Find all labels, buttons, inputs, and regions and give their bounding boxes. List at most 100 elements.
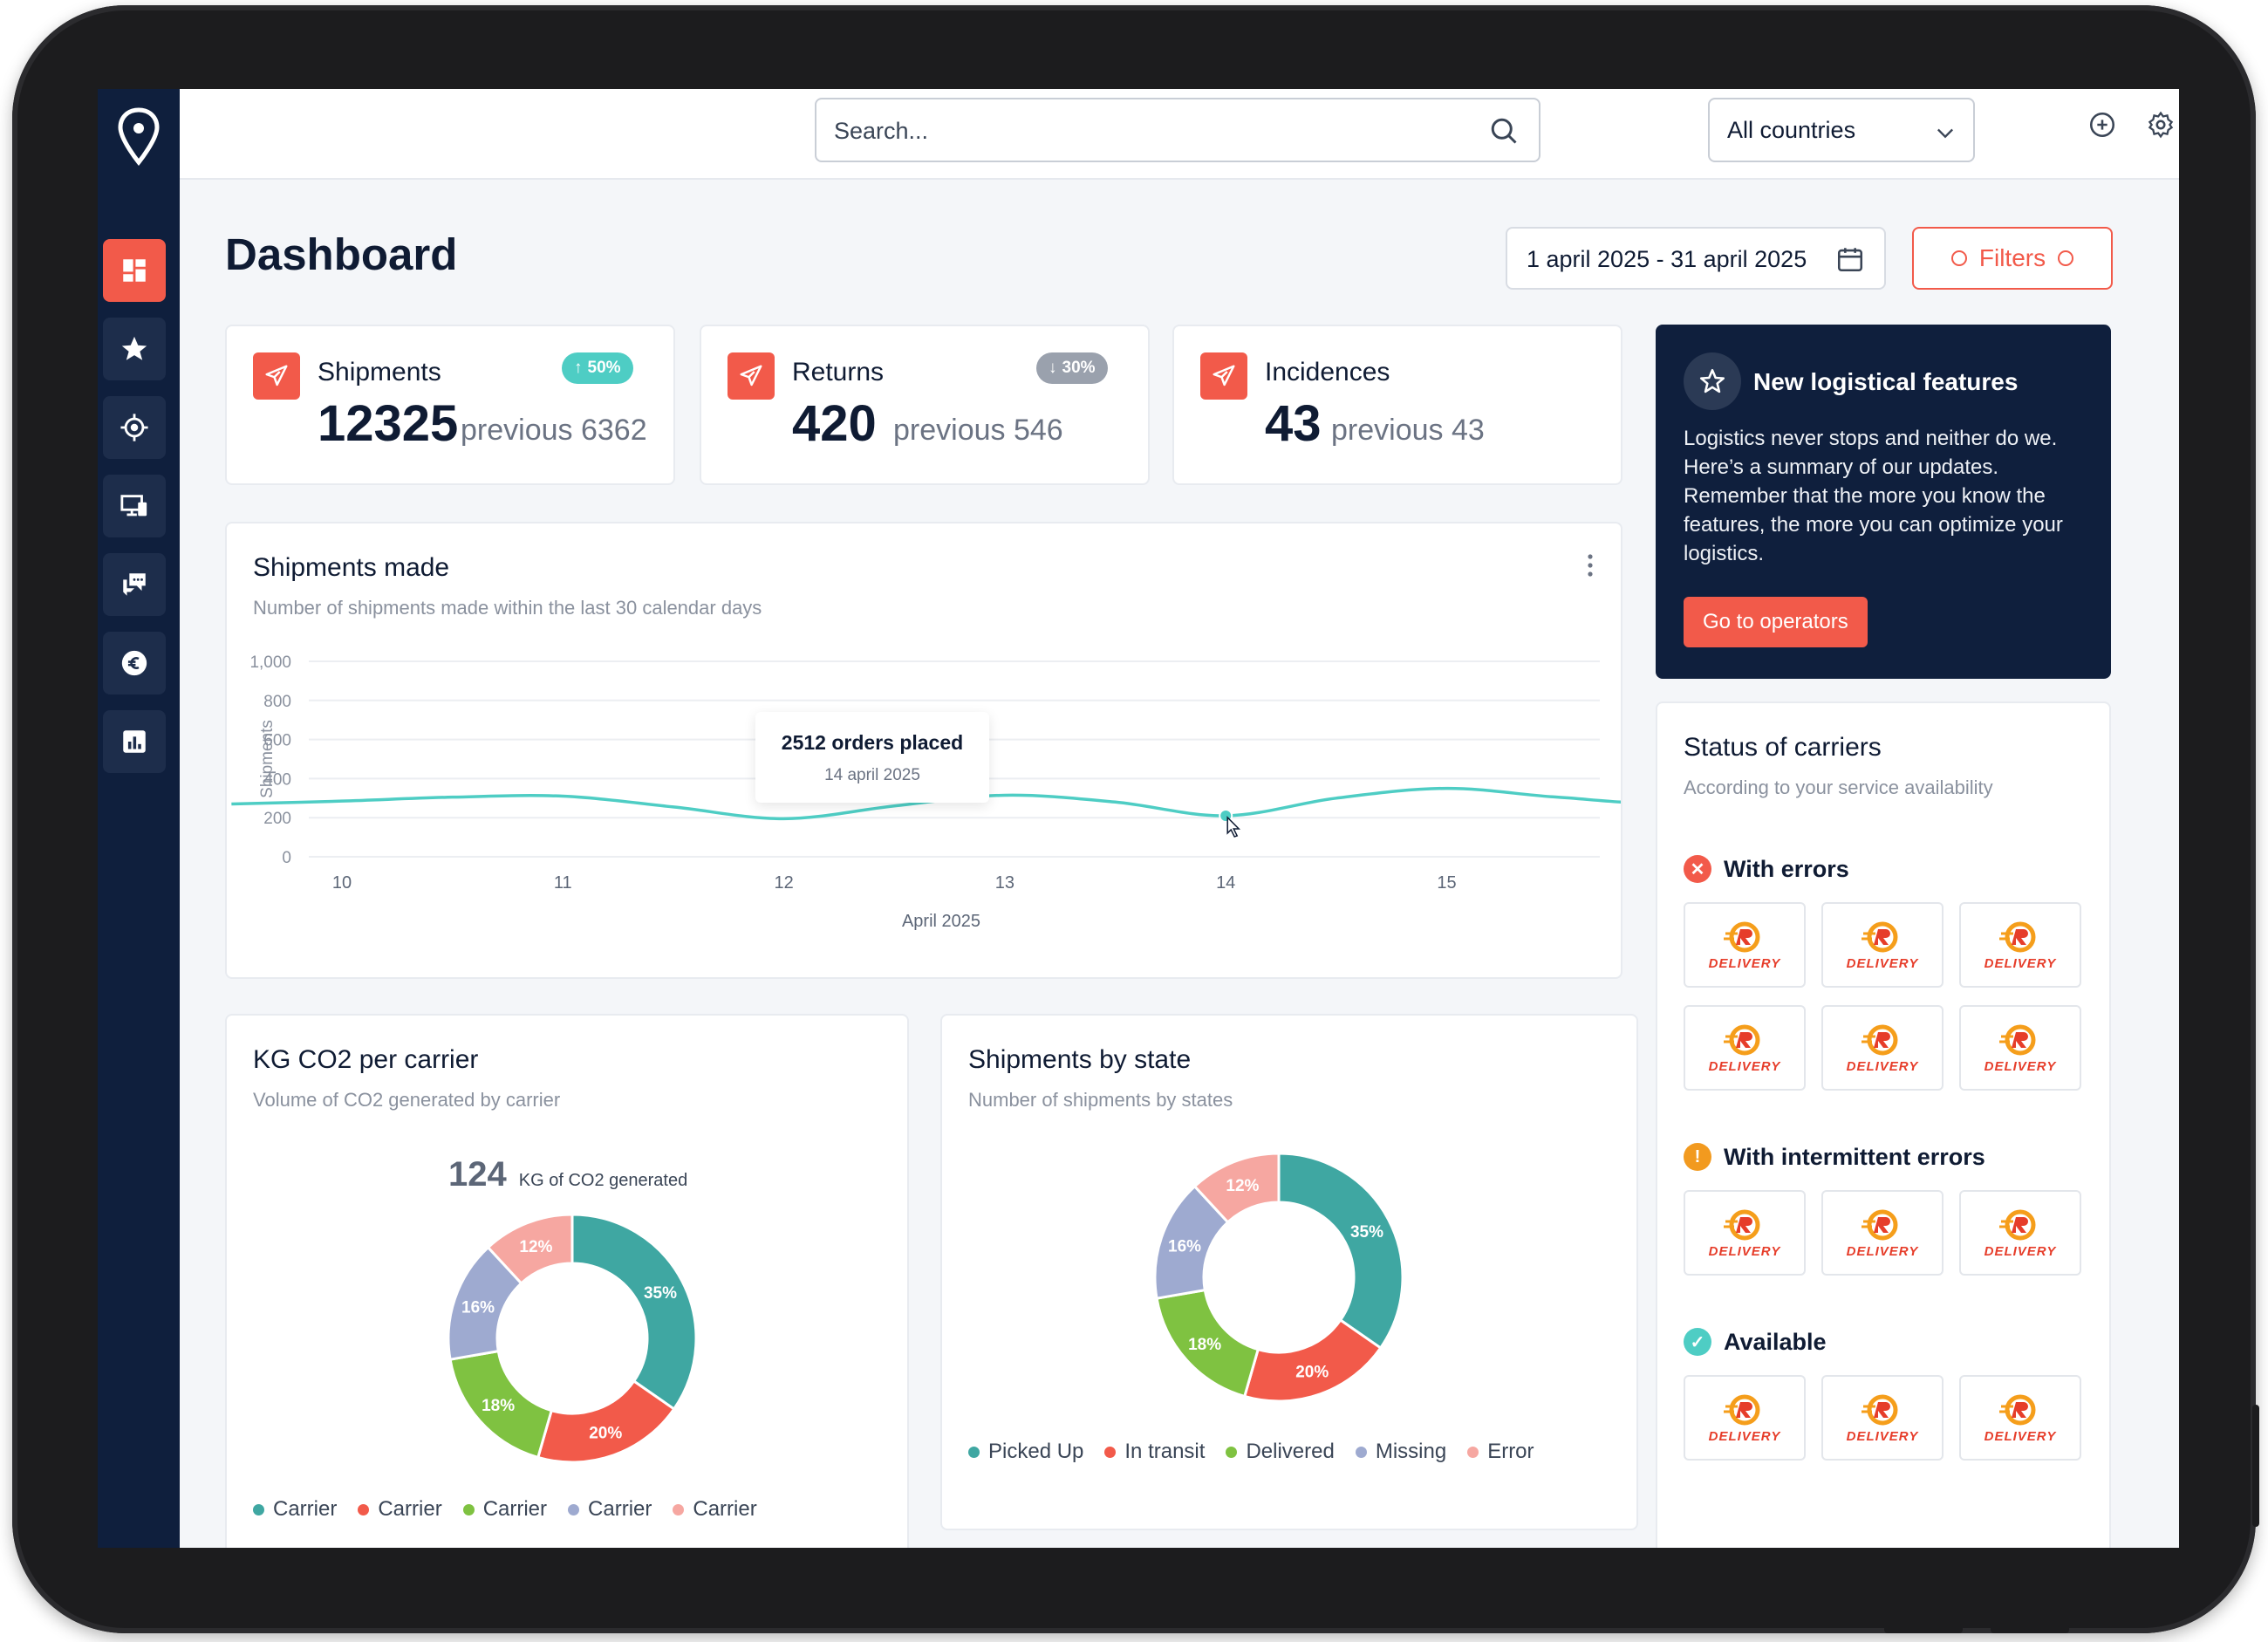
nav-reports[interactable] <box>103 710 166 773</box>
stat-label: Returns <box>792 358 885 387</box>
nav-favorites[interactable] <box>103 318 166 380</box>
group-label: With errors <box>1724 855 1849 882</box>
carrier-logo[interactable]: DELIVERY <box>1959 1005 2081 1091</box>
stat-previous: previous 546 <box>893 414 1063 448</box>
y-tick-label: 800 <box>263 693 291 711</box>
carrier-logo-text: DELIVERY <box>1846 955 1919 971</box>
slice-label: 12% <box>1226 1177 1259 1195</box>
slice-label: 18% <box>1188 1336 1221 1354</box>
y-tick-label: 1,000 <box>249 653 291 672</box>
bar-chart-icon <box>123 730 146 753</box>
tooltip-date: 14 april 2025 <box>824 766 920 784</box>
country-select[interactable]: All countries <box>1708 98 1975 162</box>
slice-label: 20% <box>1295 1363 1329 1381</box>
more-vertical-icon[interactable] <box>1586 553 1595 579</box>
search-box <box>815 98 1540 162</box>
y-tick-label: 0 <box>282 849 291 867</box>
donut-slice <box>1277 1152 1404 1351</box>
search-input[interactable] <box>834 113 1479 148</box>
legend-item: Carrier <box>462 1497 547 1522</box>
delivery-logo-icon <box>1999 1209 2036 1240</box>
legend-item: Carrier <box>673 1497 757 1522</box>
carrier-logo[interactable]: DELIVERY <box>1684 1190 1806 1276</box>
app-screen: All countries Dashboard 1 april 2025 - 3… <box>98 89 2179 1548</box>
donut-slice <box>536 1379 676 1464</box>
nav-messages[interactable] <box>103 553 166 616</box>
nav-dashboard[interactable] <box>103 239 166 302</box>
go-to-operators-button[interactable]: Go to operators <box>1684 597 1868 647</box>
carrier-logo[interactable]: DELIVERY <box>1684 902 1806 988</box>
x-axis-label: April 2025 <box>902 912 980 931</box>
x-tick-label: 14 <box>1216 873 1235 893</box>
date-range-picker[interactable]: 1 april 2025 - 31 april 2025 <box>1506 227 1886 290</box>
carrier-logo[interactable]: DELIVERY <box>1821 902 1944 988</box>
warning-icon: ! <box>1684 1143 1711 1171</box>
star-outline-icon <box>1684 352 1741 410</box>
slice-label: 35% <box>644 1284 677 1303</box>
group-label: Available <box>1724 1328 1827 1355</box>
co2-legend: Carrier Carrier Carrier Carrier Carrier <box>253 1497 757 1522</box>
search-icon[interactable] <box>1488 115 1520 147</box>
carrier-logo-text: DELIVERY <box>1984 1243 2057 1259</box>
carrier-logo-text: DELIVERY <box>1984 955 2057 971</box>
donut-slice <box>1192 1152 1281 1224</box>
carrier-logo[interactable]: DELIVERY <box>1684 1375 1806 1461</box>
add-circle-icon[interactable] <box>2087 110 2117 140</box>
date-range-value: 1 april 2025 - 31 april 2025 <box>1527 246 1807 272</box>
legend-item: Picked Up <box>968 1440 1083 1464</box>
co2-card: KG CO2 per carrier Volume of CO2 generat… <box>225 1014 909 1548</box>
previous-value: 6362 <box>580 414 647 447</box>
group-available: ✓ Available <box>1684 1328 1827 1356</box>
stat-value: 420 <box>792 395 877 452</box>
carrier-logo[interactable]: DELIVERY <box>1959 1375 2081 1461</box>
delivery-logo-icon <box>1862 1024 1898 1055</box>
carrier-logo[interactable]: DELIVERY <box>1821 1005 1944 1091</box>
state-card: Shipments by state Number of shipments b… <box>940 1014 1638 1530</box>
stat-previous: previous 43 <box>1331 414 1485 448</box>
send-icon <box>728 352 775 400</box>
legend-swatch <box>462 1503 475 1515</box>
page-title: Dashboard <box>225 229 458 279</box>
filter-dot-icon <box>1950 250 1967 266</box>
device-bottom-button <box>1991 1625 2069 1633</box>
euro-icon <box>121 650 147 676</box>
carrier-logo[interactable]: DELIVERY <box>1959 1190 2081 1276</box>
badge-value: 50% <box>587 359 621 377</box>
legend-swatch <box>1467 1446 1479 1458</box>
nav-billing[interactable] <box>103 632 166 694</box>
y-axis-label: Shipments <box>258 720 277 798</box>
stat-card-shipments: Shipments ↑ 50% 12325 previous 6362 <box>225 325 675 485</box>
legend-swatch <box>1104 1446 1117 1458</box>
stat-label: Incidences <box>1265 358 1390 387</box>
nav-devices[interactable] <box>103 475 166 537</box>
delivery-logo-icon <box>1724 1394 1760 1425</box>
stat-value: 12325 <box>318 395 459 452</box>
legend-label: Carrier <box>588 1497 652 1521</box>
chat-icon <box>123 573 146 596</box>
gear-icon[interactable] <box>2146 110 2176 140</box>
carrier-logo[interactable]: DELIVERY <box>1821 1375 1944 1461</box>
dashboard-icon <box>123 259 146 282</box>
check-icon: ✓ <box>1684 1328 1711 1356</box>
carrier-logo-text: DELIVERY <box>1708 1428 1781 1444</box>
legend-item: Missing <box>1355 1440 1446 1464</box>
donut-slice <box>1242 1317 1383 1403</box>
legend-swatch <box>1355 1446 1367 1458</box>
legend-item: Carrier <box>253 1497 337 1522</box>
nav-tracking[interactable] <box>103 396 166 459</box>
trend-badge: ↓ 30% <box>1036 352 1108 384</box>
delivery-logo-icon <box>1999 921 2036 952</box>
devices-icon <box>120 495 147 517</box>
carrier-logo[interactable]: DELIVERY <box>1959 902 2081 988</box>
filters-label: Filters <box>1978 244 2046 271</box>
co2-donut-chart: 35% 20% 18% 16% 12% <box>447 1213 698 1464</box>
carrier-logo[interactable]: DELIVERY <box>1821 1190 1944 1276</box>
delivery-logo-icon <box>1724 1024 1760 1055</box>
previous-prefix: previous <box>1331 414 1444 447</box>
legend-item: Delivered <box>1226 1440 1335 1464</box>
carrier-logo-text: DELIVERY <box>1708 1058 1781 1074</box>
carrier-logo[interactable]: DELIVERY <box>1684 1005 1806 1091</box>
carrier-logo-text: DELIVERY <box>1846 1243 1919 1259</box>
filters-button[interactable]: Filters <box>1912 227 2113 290</box>
